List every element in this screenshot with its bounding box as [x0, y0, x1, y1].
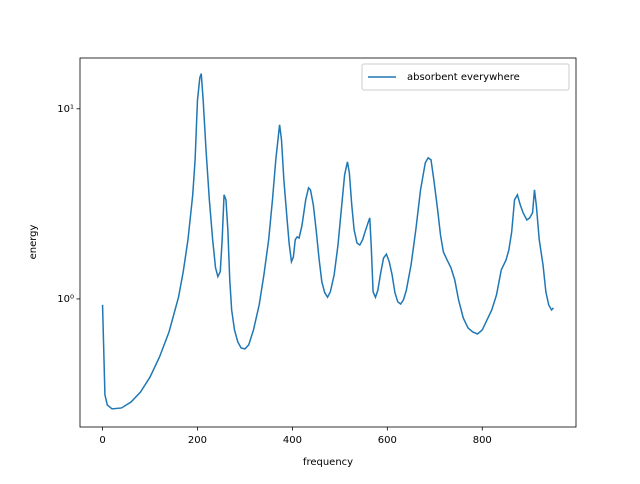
x-tick-label: 600: [378, 435, 397, 446]
legend-label: absorbent everywhere: [407, 72, 520, 83]
x-tick-label: 0: [99, 435, 105, 446]
y-tick-label: 10⁰: [57, 294, 74, 305]
x-tick-label: 400: [283, 435, 302, 446]
x-axis-label: frequency: [303, 457, 353, 468]
data-line: [101, 73, 555, 410]
x-tick-label: 200: [188, 435, 207, 446]
plot-frame: [79, 57, 577, 428]
legend-box: [361, 63, 570, 91]
y-tick-label: 10¹: [57, 104, 74, 115]
y-axis-label: energy: [28, 224, 39, 259]
x-tick-label: 800: [473, 435, 492, 446]
